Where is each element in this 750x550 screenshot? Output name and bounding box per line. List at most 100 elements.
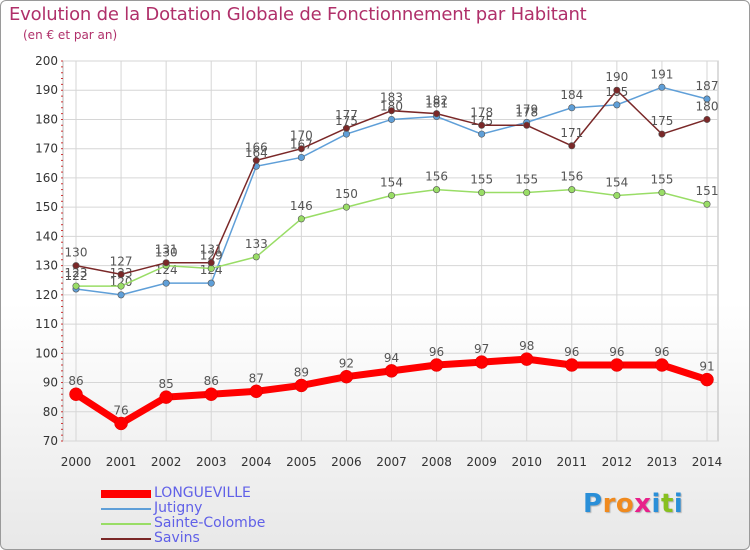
data-label-jutigny: 122 — [65, 269, 88, 283]
y-tick-label: 80 — [43, 405, 58, 419]
data-point-savins — [568, 142, 576, 150]
chart-title: Evolution de la Dotation Globale de Fonc… — [9, 4, 587, 25]
data-label-longueville: 91 — [699, 360, 714, 374]
legend-label: LONGUEVILLE — [154, 485, 251, 501]
x-tick-label: 2005 — [286, 455, 317, 469]
data-label-longueville: 87 — [249, 371, 264, 385]
data-point-longueville — [700, 372, 714, 387]
y-tick-label: 100 — [35, 346, 58, 360]
data-label-longueville: 85 — [159, 377, 174, 391]
logo-letter: r — [602, 489, 616, 519]
data-label-jutigny: 191 — [650, 67, 673, 81]
data-point-sainte-colombe — [433, 186, 441, 194]
y-tick-label: 120 — [35, 288, 58, 302]
data-point-jutigny — [478, 130, 486, 138]
data-label-sainte-colombe: 130 — [155, 246, 178, 260]
data-label-sainte-colombe: 154 — [605, 175, 628, 189]
proxiti-logo: Proxiti — [583, 489, 683, 519]
data-point-longueville — [69, 387, 83, 401]
data-label-savins: 178 — [515, 105, 538, 119]
data-point-savins — [658, 130, 666, 138]
data-point-savins — [72, 262, 80, 270]
data-label-savins: 171 — [560, 126, 583, 140]
data-label-longueville: 96 — [564, 345, 579, 359]
data-label-sainte-colombe: 155 — [650, 173, 673, 187]
data-label-longueville: 96 — [429, 345, 444, 359]
data-point-sainte-colombe — [387, 191, 395, 199]
data-label-longueville: 76 — [113, 403, 128, 417]
y-tick-label: 110 — [35, 317, 58, 331]
data-point-jutigny — [568, 104, 576, 112]
data-label-longueville: 86 — [204, 374, 219, 388]
data-label-longueville: 92 — [339, 357, 354, 371]
chart-subtitle: (en € et par an) — [23, 28, 118, 42]
data-point-sainte-colombe — [252, 253, 260, 261]
logo-letter: i — [651, 489, 661, 519]
data-point-savins — [162, 259, 170, 267]
y-tick-label: 180 — [35, 112, 58, 126]
data-point-jutigny — [613, 101, 621, 109]
y-tick-label: 70 — [43, 434, 58, 448]
data-point-jutigny — [117, 291, 125, 299]
data-label-sainte-colombe: 156 — [425, 170, 448, 184]
data-label-sainte-colombe: 155 — [515, 173, 538, 187]
data-point-sainte-colombe — [207, 265, 215, 273]
y-tick-label: 90 — [43, 376, 58, 390]
data-label-longueville: 94 — [384, 351, 399, 365]
data-label-savins: 127 — [110, 254, 133, 268]
data-label-longueville: 96 — [609, 345, 624, 359]
data-point-longueville — [429, 358, 444, 372]
logo-letter: P — [583, 489, 603, 519]
legend-swatch — [101, 490, 151, 498]
data-label-savins: 131 — [200, 243, 223, 257]
x-tick-label: 2002 — [151, 455, 182, 469]
y-tick-label: 150 — [35, 200, 58, 214]
y-tick-label: 160 — [35, 171, 58, 185]
data-label-savins: 130 — [65, 246, 88, 260]
data-label-longueville: 97 — [474, 342, 489, 356]
data-point-savins — [433, 110, 441, 118]
data-label-longueville: 86 — [68, 374, 83, 388]
data-label-savins: 178 — [470, 105, 493, 119]
data-point-longueville — [384, 364, 399, 378]
x-tick-label: 2009 — [466, 455, 497, 469]
data-point-longueville — [519, 352, 534, 366]
data-label-sainte-colombe: 133 — [245, 237, 268, 251]
data-point-jutigny — [207, 279, 215, 287]
data-label-savins: 177 — [335, 108, 358, 122]
x-tick-label: 2012 — [602, 455, 633, 469]
data-label-jutigny: 181 — [425, 97, 448, 111]
data-point-savins — [478, 121, 486, 129]
data-point-longueville — [159, 390, 173, 404]
data-point-sainte-colombe — [478, 189, 486, 197]
data-label-jutigny: 167 — [290, 137, 313, 151]
x-tick-label: 2008 — [421, 455, 452, 469]
y-tick-label: 190 — [35, 83, 58, 97]
data-point-sainte-colombe — [523, 189, 531, 197]
data-point-longueville — [565, 358, 579, 372]
logo-letter: t — [660, 489, 674, 519]
y-tick-label: 200 — [35, 54, 58, 68]
data-label-savins: 166 — [245, 140, 268, 154]
data-label-jutigny: 184 — [560, 88, 583, 102]
data-label-sainte-colombe: 156 — [560, 170, 583, 184]
data-point-jutigny — [162, 279, 170, 287]
data-point-longueville — [249, 384, 264, 399]
data-point-savins — [117, 270, 125, 278]
legend-swatch — [101, 523, 151, 525]
data-point-longueville — [339, 369, 354, 384]
data-point-longueville — [655, 358, 669, 372]
data-label-jutigny: 180 — [380, 99, 403, 113]
x-tick-label: 2006 — [331, 455, 362, 469]
data-label-sainte-colombe: 123 — [65, 266, 88, 280]
legend-swatch — [101, 538, 151, 540]
logo-letter: i — [673, 489, 684, 519]
data-point-longueville — [294, 378, 309, 393]
data-label-jutigny: 164 — [245, 146, 268, 160]
data-label-savins: 182 — [425, 94, 448, 108]
y-tick-label: 140 — [35, 229, 58, 243]
data-label-sainte-colombe: 146 — [290, 199, 313, 213]
data-point-savins — [387, 107, 395, 115]
